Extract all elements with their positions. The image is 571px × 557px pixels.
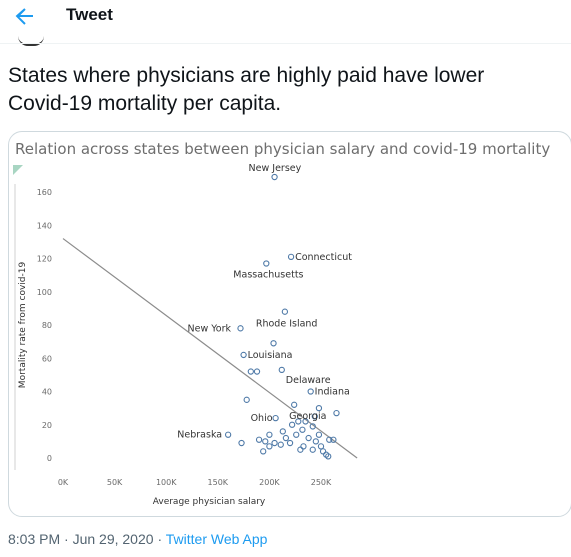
data-point-massachusetts (263, 260, 270, 267)
top-bar: Tweet (0, 0, 571, 34)
x-tick-label: 200K (259, 478, 280, 487)
y-tick-label: 100 (37, 288, 52, 297)
y-tick-label: 0 (47, 454, 52, 463)
y-tick-label: 40 (42, 388, 52, 397)
data-point (305, 434, 312, 442)
data-point (243, 396, 250, 403)
data-point-ohio (272, 414, 279, 422)
data-point (253, 368, 261, 375)
x-tick-label: 250K (311, 478, 332, 487)
data-point (286, 439, 294, 447)
data-point (279, 428, 286, 435)
data-point (271, 439, 278, 447)
point-label-georgia: Georgia (289, 411, 326, 422)
avatar[interactable] (18, 36, 44, 46)
x-tick-label: 150K (208, 478, 229, 487)
data-point (315, 431, 323, 438)
point-label-nebraska: Nebraska (177, 430, 222, 441)
data-point-nebraska (224, 431, 232, 438)
source-app-link[interactable]: Twitter Web App (165, 531, 268, 547)
timestamp[interactable]: 8:03 PM · Jun 29, 2020 (8, 531, 154, 547)
data-point (311, 413, 318, 420)
y-tick-label: 140 (37, 221, 52, 230)
data-point (319, 448, 327, 455)
data-point (309, 423, 316, 430)
data-point-connecticut (287, 253, 295, 260)
data-point (266, 443, 273, 450)
data-point (297, 446, 304, 453)
y-tick-label: 120 (37, 255, 52, 264)
x-tick-label: 100K (156, 478, 177, 487)
footer-separator: · (157, 531, 163, 547)
data-point-louisiana (240, 351, 247, 359)
point-label-new-jersey: New Jersey (249, 163, 302, 174)
data-point (315, 404, 323, 412)
tweet-footer: 8:03 PM · Jun 29, 2020 · Twitter Web App (8, 531, 267, 547)
data-point (299, 426, 306, 433)
data-point (300, 443, 307, 450)
data-point (247, 368, 254, 375)
data-point (309, 446, 316, 453)
back-arrow-icon[interactable] (12, 5, 36, 29)
point-label-rhode-island: Rhode Island (256, 319, 318, 330)
scatter-chart: Relation across states between physician… (13, 140, 550, 507)
data-point (325, 453, 332, 460)
data-point (260, 448, 267, 455)
data-point (277, 441, 284, 448)
data-point (317, 443, 325, 450)
data-point (302, 418, 309, 425)
tweet-text: States where physicians are highly paid … (8, 62, 568, 118)
y-tick-label: 20 (42, 421, 52, 430)
data-point-rhode-island (281, 308, 289, 315)
tweet-text-line-1: States where physicians are highly paid … (8, 64, 485, 87)
y-tick-label: 80 (42, 321, 52, 330)
data-point (333, 409, 340, 417)
point-label-delaware: Delaware (286, 375, 331, 386)
data-point (295, 418, 302, 425)
data-point (293, 431, 300, 438)
y-tick-label: 160 (37, 188, 52, 197)
point-label-indiana: Indiana (315, 387, 350, 398)
point-label-connecticut: Connecticut (295, 252, 352, 263)
x-axis-label: Average physician salary (153, 497, 266, 507)
data-point (255, 436, 263, 443)
point-label-louisiana: Louisiana (248, 350, 293, 361)
data-point-new-york (237, 325, 244, 332)
data-point-indiana (307, 388, 314, 395)
point-label-new-york: New York (188, 323, 232, 334)
trend-line (62, 238, 358, 459)
y-axis-label: Mortality rate from covid-19 (18, 262, 28, 389)
corner-marker (13, 165, 23, 175)
data-point (326, 436, 333, 443)
data-point (266, 431, 273, 438)
y-tick-label: 60 (42, 354, 52, 363)
tweet-text-line-2: Covid-19 mortality per capita. (8, 92, 282, 115)
divider (0, 43, 571, 44)
data-point-georgia (291, 401, 298, 408)
x-tick-label: 50K (107, 478, 123, 487)
point-label-ohio: Ohio (251, 413, 273, 424)
data-point (238, 439, 245, 447)
data-point-delaware (278, 366, 285, 374)
page-title: Tweet (66, 5, 113, 24)
data-point (330, 436, 337, 443)
point-label-massachusetts: Massachusetts (233, 269, 303, 280)
data-point (270, 340, 277, 347)
data-point (288, 421, 296, 428)
x-tick-label: 0K (58, 478, 69, 487)
chart-image-card[interactable]: Relation across states between physician… (8, 131, 571, 517)
chart-title: Relation across states between physician… (15, 140, 550, 158)
data-point (312, 438, 319, 445)
data-point (282, 434, 290, 442)
data-point-new-jersey (271, 173, 278, 181)
data-point (262, 438, 269, 445)
